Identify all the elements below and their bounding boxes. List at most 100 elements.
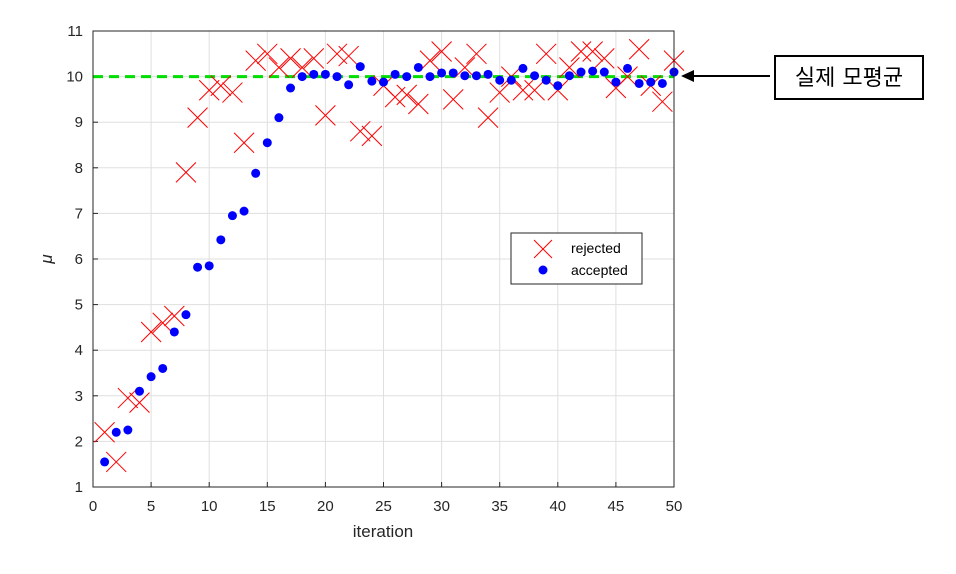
legend-rejected-marker bbox=[533, 239, 553, 259]
y-axis-label: μ bbox=[37, 254, 56, 265]
x-tick-label: 0 bbox=[89, 498, 97, 515]
legend-box bbox=[510, 232, 643, 285]
rejected-point bbox=[222, 82, 243, 103]
rejected-point bbox=[361, 125, 383, 147]
rejected-point bbox=[187, 107, 208, 128]
legend-rejected-label: rejected bbox=[571, 240, 621, 256]
rejected-point bbox=[454, 57, 476, 78]
accepted-point bbox=[541, 75, 551, 85]
rejected-point bbox=[256, 43, 278, 65]
accepted-point bbox=[158, 363, 168, 373]
annotation-arrowhead bbox=[681, 70, 694, 82]
x-tick-label: 25 bbox=[375, 498, 392, 515]
plot-frame bbox=[92, 30, 675, 488]
accepted-point bbox=[623, 63, 633, 73]
accepted-point bbox=[309, 69, 319, 79]
y-tick-label: 3 bbox=[75, 388, 83, 405]
accepted-point bbox=[320, 69, 330, 79]
y-tick-label: 7 bbox=[75, 205, 83, 222]
x-axis-label: iteration bbox=[353, 522, 413, 541]
x-tick-label: 10 bbox=[201, 498, 218, 515]
accepted-point bbox=[599, 67, 609, 77]
rejected-point bbox=[175, 162, 197, 183]
y-tick-label: 10 bbox=[66, 69, 83, 86]
y-tick-label: 8 bbox=[75, 160, 83, 177]
accepted-point bbox=[448, 68, 458, 78]
accepted-point bbox=[181, 310, 191, 320]
x-tick-label: 20 bbox=[317, 498, 334, 515]
accepted-point bbox=[646, 77, 656, 87]
rejected-point bbox=[268, 57, 290, 78]
y-tick-label: 4 bbox=[75, 342, 83, 359]
accepted-point bbox=[193, 262, 203, 272]
accepted-point bbox=[471, 71, 481, 81]
y-tick-labels: 1 2 3 4 5 6 7 8 9 10 11 bbox=[66, 23, 83, 496]
accepted-point bbox=[402, 72, 412, 82]
accepted-point bbox=[379, 77, 388, 87]
rejected-point bbox=[582, 41, 604, 62]
accepted-point bbox=[344, 80, 354, 90]
accepted-point bbox=[332, 72, 342, 82]
rejected-point bbox=[233, 132, 255, 154]
accepted-point bbox=[588, 66, 598, 76]
accepted-point bbox=[297, 72, 307, 82]
x-tick-label: 45 bbox=[608, 498, 625, 515]
y-tick-label: 1 bbox=[75, 479, 83, 496]
y-tick-label: 2 bbox=[75, 433, 83, 450]
accepted-point bbox=[634, 78, 644, 88]
accepted-point bbox=[111, 427, 121, 437]
rejected-point bbox=[338, 45, 359, 67]
legend: rejected accepted bbox=[510, 232, 643, 285]
accepted-point bbox=[216, 235, 226, 245]
rejected-point bbox=[129, 392, 150, 413]
rejected-point bbox=[442, 89, 464, 110]
accepted-point bbox=[355, 62, 365, 72]
rejected-point bbox=[489, 82, 511, 103]
accepted-point bbox=[611, 77, 621, 87]
accepted-point bbox=[100, 457, 110, 467]
accepted-point bbox=[251, 168, 261, 178]
x-tick-label: 35 bbox=[491, 498, 508, 515]
rejected-point bbox=[628, 38, 650, 60]
accepted-point bbox=[239, 206, 249, 216]
x-tick-label: 15 bbox=[259, 498, 276, 515]
accepted-point bbox=[460, 71, 470, 81]
rejected-point bbox=[349, 120, 371, 142]
accepted-point bbox=[169, 327, 179, 337]
rejected-point bbox=[303, 48, 325, 69]
accepted-point bbox=[134, 386, 144, 396]
rejected-point bbox=[280, 48, 301, 69]
accepted-point bbox=[506, 75, 516, 85]
rejected-point bbox=[152, 312, 174, 334]
y-tick-label: 6 bbox=[75, 251, 83, 268]
y-tick-label: 5 bbox=[75, 297, 83, 314]
rejected-point bbox=[593, 48, 615, 69]
accepted-point bbox=[146, 372, 156, 382]
rejected-point bbox=[163, 305, 185, 327]
rejected-point bbox=[535, 43, 557, 65]
rejected-point bbox=[570, 41, 592, 62]
x-tick-label: 5 bbox=[147, 498, 155, 515]
accepted-point bbox=[390, 69, 400, 79]
accepted-point bbox=[530, 71, 540, 81]
annotation-text: 실제 모평균 bbox=[795, 66, 903, 91]
accepted-point bbox=[262, 138, 272, 148]
accepted-point bbox=[576, 67, 586, 77]
rejected-point bbox=[524, 79, 545, 101]
accepted-point bbox=[204, 261, 214, 271]
rejected-point bbox=[419, 50, 441, 71]
accepted-point bbox=[495, 75, 505, 85]
legend-accepted-marker bbox=[538, 265, 548, 275]
rejected-point bbox=[547, 79, 569, 101]
rejected-point bbox=[291, 57, 313, 78]
x-tick-label: 30 bbox=[433, 498, 450, 515]
accepted-series bbox=[100, 62, 679, 467]
rejected-point bbox=[408, 93, 429, 115]
rejected-point bbox=[245, 50, 267, 71]
rejected-point bbox=[315, 105, 336, 126]
accepted-point bbox=[657, 78, 667, 88]
accepted-point bbox=[227, 211, 237, 221]
accepted-point bbox=[518, 63, 528, 73]
rejected-point bbox=[210, 75, 232, 97]
